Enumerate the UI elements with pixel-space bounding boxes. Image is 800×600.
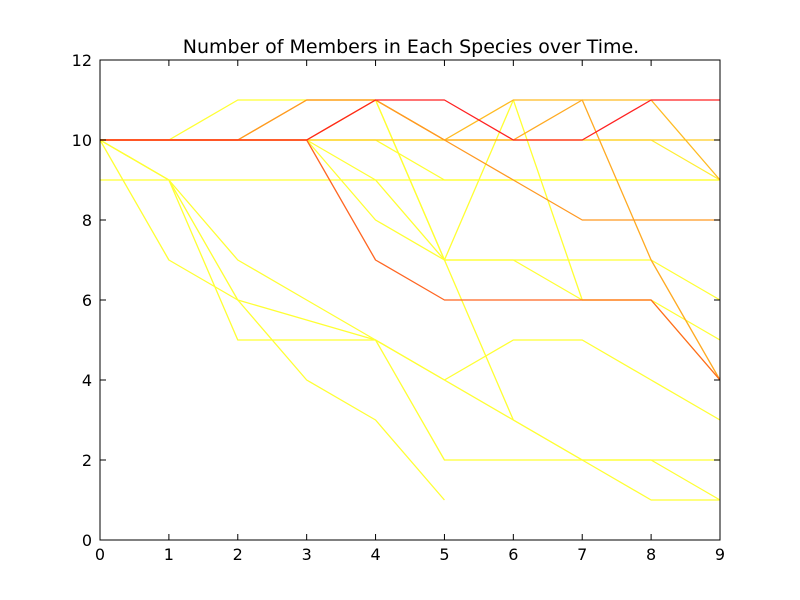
x-tick-label: 4: [370, 545, 380, 564]
y-tick-label: 6: [82, 291, 92, 310]
series-layer: [99, 99, 721, 501]
chart-title: Number of Members in Each Species over T…: [183, 36, 639, 58]
x-tick-label: 7: [577, 545, 587, 564]
x-tick-label: 1: [164, 545, 174, 564]
y-tick-label: 8: [82, 211, 92, 230]
x-tick-label: 6: [508, 545, 518, 564]
x-tick-label: 9: [715, 545, 725, 564]
y-tick-label: 10: [72, 131, 92, 150]
series-line-6: [99, 139, 720, 501]
x-tick-label: 5: [439, 545, 449, 564]
y-tick-label: 4: [82, 371, 92, 390]
series-line-17: [100, 99, 720, 141]
y-tick-label: 12: [72, 51, 92, 70]
x-tick-label: 8: [646, 545, 656, 564]
series-line-3: [99, 139, 445, 501]
x-tick-label: 3: [302, 545, 312, 564]
x-tick-label: 0: [95, 545, 105, 564]
y-tick-label: 0: [82, 531, 92, 550]
series-line-10: [100, 139, 720, 181]
y-tick-label: 2: [82, 451, 92, 470]
series-line-9: [100, 139, 721, 341]
x-tick-label: 2: [233, 545, 243, 564]
